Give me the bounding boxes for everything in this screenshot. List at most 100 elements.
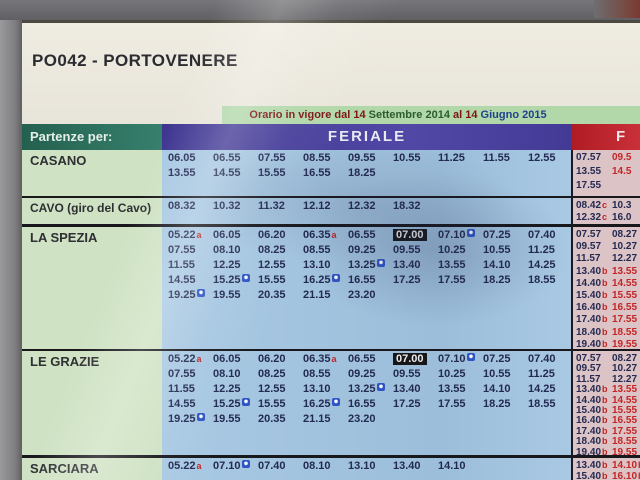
time-value: 08.25: [258, 368, 286, 380]
time-value: 15.55: [258, 167, 286, 179]
time-value: 13.40: [576, 460, 602, 471]
time-cell: 13.40b: [576, 460, 612, 471]
time-value: 15.25: [213, 398, 241, 410]
time-value: 15.25: [213, 274, 241, 286]
destination-label: CASANO: [30, 153, 87, 168]
time-value: 17.55: [438, 274, 466, 286]
time-value: 09.57: [576, 363, 602, 375]
blue-badge-icon: [196, 413, 205, 421]
note-marker: b: [602, 471, 608, 480]
time-value: 19.55: [612, 338, 638, 349]
time-cell: 08.55: [303, 368, 348, 383]
time-cell: 14.55: [612, 278, 640, 290]
time-line: 11.55 12.25 12.55 13.10 13.25 13.40 13.55 14.10…: [168, 383, 572, 398]
time-cell: 18.25: [483, 274, 528, 289]
time-value: 08.55: [303, 368, 331, 380]
blue-badge-icon: [331, 274, 340, 282]
time-cell: 09.57: [576, 363, 612, 374]
time-cell: 10.25: [438, 244, 483, 259]
time-cell: 14.25: [528, 259, 573, 274]
feriale-times: 05.22a 07.10 07.40 08.10 13.10 13.40 14.10: [162, 458, 572, 480]
time-value: 16.10: [612, 471, 638, 480]
time-cell: 08.10: [213, 244, 258, 259]
time-line: 17.40b 17.55: [576, 314, 640, 326]
time-cell: 15.25: [213, 398, 258, 413]
time-value: 14.55: [612, 277, 638, 289]
time-value: 17.55: [576, 180, 602, 191]
blue-badge-icon: [331, 398, 340, 406]
time-value: 06.05: [213, 353, 241, 365]
time-line: 14.55 15.25 15.55 16.25 16.55 17.25 17.55 18.25…: [168, 398, 572, 413]
time-value: 07.40: [528, 229, 556, 241]
time-cell: 10.55: [483, 244, 528, 259]
time-value: 16.55: [612, 415, 638, 427]
note-marker: b: [602, 338, 608, 349]
time-cell: 13.55: [612, 266, 640, 278]
time-value: 17.25: [393, 398, 421, 410]
time-value: 10.27: [612, 241, 638, 253]
time-cell: 08.32: [168, 200, 213, 215]
time-cell: 12.55: [258, 259, 303, 274]
time-line: 16.40b 16.55: [576, 415, 640, 427]
time-value: 05.22: [168, 229, 196, 241]
time-value: 23.20: [348, 289, 376, 301]
time-line: 19.40b 19.55: [576, 447, 640, 455]
time-value: 08.55: [303, 244, 331, 256]
time-value: 17.40: [576, 314, 602, 326]
time-value: 18.25: [483, 274, 511, 286]
note-marker: b: [602, 436, 608, 447]
note-marker: b: [602, 289, 608, 300]
time-value: 12.27: [612, 253, 638, 265]
blue-badge-icon: [196, 289, 205, 297]
time-cell: 06.05: [213, 353, 258, 368]
time-cell: 15.25: [213, 274, 258, 289]
time-value: 15.55: [612, 289, 638, 301]
time-value: 14.10: [483, 259, 511, 271]
time-cell: 09.25: [348, 368, 393, 383]
time-cell: 16.55: [303, 167, 348, 182]
time-cell: 15.55: [258, 274, 303, 289]
destination-label: CAVO (giro del Cavo): [30, 201, 152, 215]
note-marker: b: [602, 446, 608, 455]
time-value: 14.10: [438, 460, 466, 472]
time-cell: 16.55: [348, 398, 393, 413]
time-cell: 15.40b: [576, 471, 612, 480]
time-value: 05.22: [168, 353, 196, 365]
feriale-times: 08.32 10.32 11.32 12.12 12.32 18.32: [162, 198, 572, 224]
time-line: 13.40b 13.55: [576, 384, 640, 395]
time-cell: 05.22a: [168, 229, 213, 244]
time-value: 19.25: [168, 289, 196, 301]
time-value: 12.27: [612, 373, 638, 385]
time-line: 18.40b 18.55: [576, 327, 640, 339]
banner-segment: Giugno 2015: [480, 109, 547, 121]
time-cell: 18.55: [528, 398, 573, 413]
time-cell: 23.20: [348, 413, 393, 428]
time-cell: 05.22a: [168, 460, 213, 475]
time-cell: 14.10b: [612, 460, 640, 471]
time-value: 19.55: [213, 289, 241, 301]
time-value: 07.10: [438, 353, 466, 365]
note-marker: b: [602, 326, 608, 337]
time-cell: 16.55: [612, 302, 640, 314]
time-value: 14.25: [528, 383, 556, 395]
time-line: 18.40b 18.55: [576, 436, 640, 447]
time-cell: 11.32: [258, 200, 303, 215]
time-value: 14.55: [612, 394, 638, 406]
time-cell: 06.35a: [303, 353, 348, 368]
time-cell: 13.55: [612, 384, 640, 395]
time-value: 19.55: [213, 413, 241, 425]
time-value: 15.55: [612, 404, 638, 416]
time-value: 08.25: [258, 244, 286, 256]
time-cell: 13.55: [438, 383, 483, 398]
time-value: 13.55: [612, 384, 638, 396]
festivo-times: 08.42c 10.3 12.32c 16.0: [572, 198, 640, 224]
time-value: 11.57: [576, 253, 601, 265]
time-cell: 20.35: [258, 413, 303, 428]
time-cell: 13.40: [393, 383, 438, 398]
time-value: 06.20: [258, 353, 286, 365]
time-value: 16.55: [303, 167, 331, 179]
time-cell: 14.55: [612, 395, 640, 406]
feriale-times: 05.22a 06.05 06.20 06.35a 06.55 07.00 07.10 07.…: [162, 227, 572, 349]
time-cell: 18.55: [612, 327, 640, 339]
